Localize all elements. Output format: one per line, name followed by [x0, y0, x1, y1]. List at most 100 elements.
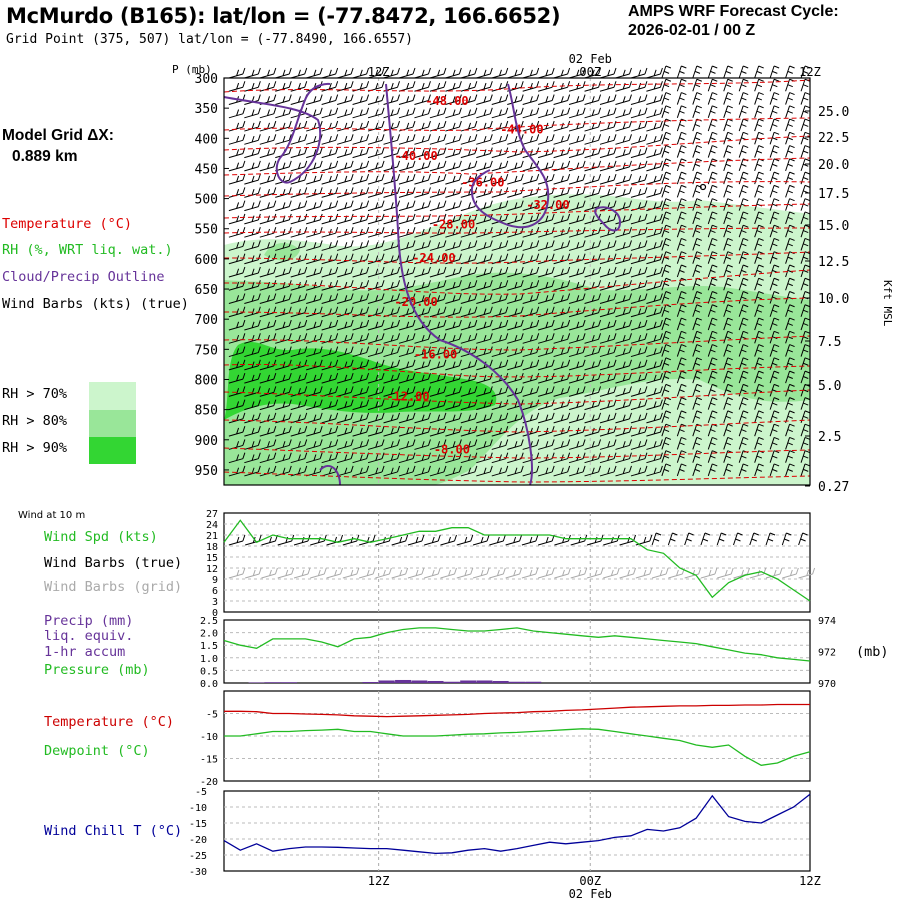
wind-barb: [754, 397, 764, 410]
wind-barb: [507, 240, 524, 251]
wind-barb: [383, 465, 400, 477]
wind-barb: [646, 386, 663, 397]
wind-barb: [661, 330, 672, 344]
wind-barb-grid: [538, 567, 555, 579]
wind-barb: [290, 67, 308, 79]
precip-panel: [223, 619, 811, 684]
wind-barb: [352, 107, 370, 119]
wind-barb: [738, 317, 749, 331]
wind-barb: [538, 67, 555, 79]
wind-barb: [630, 465, 648, 477]
wind-barb: [615, 439, 632, 450]
wind-barb-grid: [375, 567, 392, 579]
wind-barb: [336, 412, 354, 424]
wind-barb: [692, 65, 702, 79]
wind-speed-tick-label: 9: [212, 575, 218, 586]
wind-barb: [707, 344, 718, 357]
wind-barb: [676, 78, 687, 92]
wind-barb: [676, 304, 687, 317]
wind-barb: [785, 436, 795, 450]
legend-wind-barbs: Wind Barbs (kts) (true): [2, 296, 189, 312]
bottom-time-tick-label: 12Z: [799, 874, 821, 888]
wind-barb: [538, 227, 555, 238]
wind-barb: [538, 346, 555, 358]
wind-barb: [754, 277, 764, 291]
wind-barb: [800, 463, 811, 477]
wind-barb: [707, 211, 718, 225]
wind-barb: [398, 200, 416, 212]
wind-barb: [290, 253, 308, 265]
wind-barb: [785, 370, 795, 384]
wind-speed-tick-label: 24: [206, 520, 218, 531]
wind-barb: [707, 264, 718, 278]
wind-barb: [491, 147, 509, 159]
temperature-contour-label: -28.00: [432, 218, 475, 232]
wind-barb: [522, 213, 540, 225]
wind-barb: [476, 94, 493, 106]
wind-barb-grid: [635, 567, 653, 579]
wind-barb: [306, 147, 323, 159]
wind-barb: [692, 171, 702, 185]
wind-barb: [538, 134, 555, 145]
wind-barb: [738, 65, 749, 79]
wind-barb: [692, 264, 702, 278]
wind-barb: [398, 452, 416, 464]
wind-barb: [259, 147, 277, 159]
wind-barb: [367, 280, 385, 291]
wind-barb: [538, 213, 555, 225]
wind-barb: [661, 171, 672, 185]
wind-barb: [553, 134, 571, 145]
wind-barb: [738, 211, 749, 225]
wind-barb-grid: [358, 567, 376, 579]
wind-barb: [321, 94, 339, 106]
wind-barb: [568, 293, 586, 304]
precip-bar: [443, 681, 460, 683]
wind-barb: [414, 67, 431, 79]
wind-barb: [336, 346, 354, 358]
wind-barb: [507, 67, 524, 79]
wind-barb: [228, 346, 246, 358]
wind-barb: [800, 397, 811, 410]
wind-barb: [553, 319, 571, 331]
wind-barb: [460, 306, 478, 318]
precip-tick-label: 0.5: [200, 666, 218, 677]
wind-barb: [769, 118, 780, 132]
wind-barb: [723, 78, 733, 92]
wind-barb: [259, 439, 277, 450]
wind-barb: [646, 319, 663, 331]
rh70-swatch: [89, 382, 136, 410]
bottom-date-label: 02 Feb: [569, 887, 612, 900]
wind-barb: [367, 372, 385, 384]
wind-barb: [445, 306, 462, 318]
wind-barb: [259, 173, 277, 185]
wind-barb: [769, 158, 780, 172]
wind-barb: [800, 65, 811, 79]
wind-barb: [367, 266, 385, 278]
wind-barb: [429, 227, 447, 238]
wind-barb: [491, 173, 509, 185]
wind-barb: [661, 211, 672, 225]
wind-barb: [336, 160, 354, 172]
wind-speed-tick-label: 21: [206, 531, 218, 542]
wind-barb: [646, 333, 663, 344]
wind-barb: [259, 319, 277, 331]
precip-legend: Precip (mm): [44, 613, 134, 629]
wind-barb: [460, 412, 478, 424]
wind-barb: [769, 357, 780, 370]
wind-barb: [646, 253, 663, 265]
wind-barb: [568, 160, 586, 172]
wind-barb: [692, 410, 702, 424]
wind-barb: [259, 81, 277, 92]
wind-barb: [367, 253, 385, 265]
temperature-contour: [223, 203, 811, 219]
cloud-outline: [594, 206, 622, 232]
wind-barb: [769, 224, 780, 238]
pressure-tick-label: 450: [195, 162, 218, 177]
wind-barb: [306, 452, 323, 464]
surface-temperature-line: [224, 703, 810, 718]
wind-barb: [769, 304, 780, 317]
wind-barb: [507, 253, 524, 265]
wind-barb: [522, 399, 540, 411]
wind-barb: [661, 317, 672, 331]
wind-barb: [615, 107, 632, 119]
